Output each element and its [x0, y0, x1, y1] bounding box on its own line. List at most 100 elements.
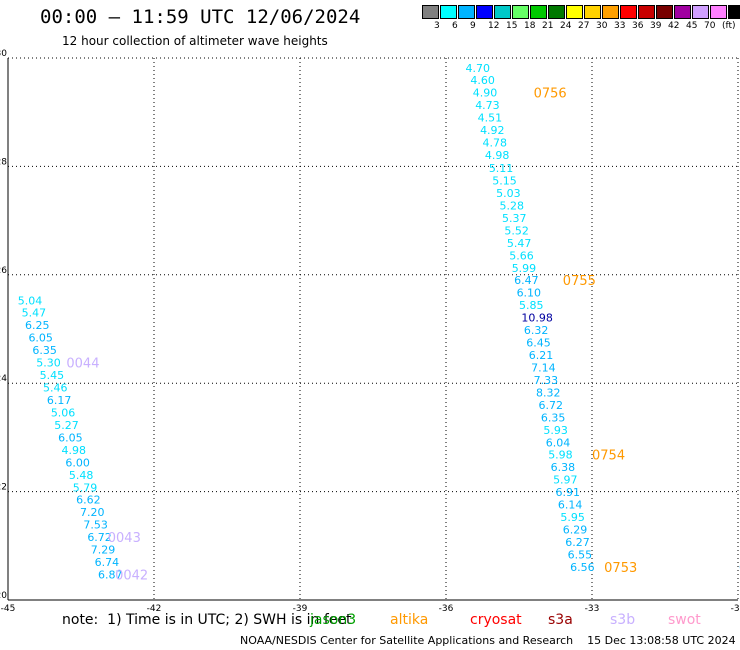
- swh-value-label: 5.48: [69, 469, 94, 482]
- time-tag-label: 0043: [108, 531, 141, 546]
- time-tag-label: 0756: [534, 87, 567, 102]
- legend-swatch: [620, 5, 637, 19]
- time-tag-label: 0044: [66, 357, 99, 372]
- swh-value-label: 5.47: [22, 307, 47, 320]
- swh-value-label: 5.97: [553, 474, 578, 487]
- x-tick-label: -39: [293, 604, 308, 614]
- swh-value-label: 4.98: [62, 444, 87, 457]
- legend-label: 9: [470, 21, 476, 31]
- legend-swatch: [548, 5, 565, 19]
- legend-swatch: [584, 5, 601, 19]
- swh-value-label: 7.29: [91, 544, 116, 557]
- swh-value-label: 5.93: [543, 424, 568, 437]
- time-tag-label: 0042: [115, 569, 148, 584]
- swh-value-label: 5.06: [51, 406, 76, 419]
- swh-value-label: 6.35: [541, 411, 566, 424]
- x-tick-label: -30: [731, 604, 740, 614]
- y-tick-label: 20: [0, 591, 7, 601]
- swh-value-label: 5.11: [489, 162, 514, 175]
- swh-value-label: 5.37: [502, 212, 527, 225]
- swh-value-label: 6.62: [76, 494, 101, 507]
- legend-label: 33: [614, 21, 626, 31]
- legend-swatch: [512, 5, 529, 19]
- swh-value-label: 5.66: [509, 249, 534, 262]
- swh-value-label: 6.72: [87, 531, 112, 544]
- legend-label: 6: [452, 21, 458, 31]
- swh-value-label: 8.32: [536, 386, 561, 399]
- swh-value-label: 5.85: [519, 299, 544, 312]
- swh-value-label: 6.29: [563, 524, 588, 537]
- legend-label: 42: [668, 21, 680, 31]
- swh-value-label: 5.95: [560, 511, 585, 524]
- satellite-s3a: s3a: [548, 612, 573, 628]
- legend-swatch: [602, 5, 619, 19]
- legend-swatch: [440, 5, 457, 19]
- satellite-jason3: jason3: [310, 612, 357, 628]
- swh-value-label: 6.21: [529, 349, 554, 362]
- legend-label: 27: [578, 21, 590, 31]
- legend-swatch: [476, 5, 493, 19]
- swh-value-label: 6.00: [65, 456, 90, 469]
- swh-value-label: 4.73: [475, 99, 500, 112]
- swh-value-label: 6: [739, 561, 740, 574]
- swh-value-label: 4.78: [483, 137, 508, 150]
- swh-value-label: 6.87: [98, 569, 123, 582]
- swh-value-label: 6.04: [546, 436, 571, 449]
- y-tick-label: 24: [0, 374, 7, 384]
- legend-swatch: [422, 5, 439, 19]
- swh-value-label: 6.14: [558, 499, 583, 512]
- credit-line: NOAA/NESDIS Center for Satellite Applica…: [240, 634, 736, 647]
- satellite-s3b: s3b: [610, 612, 636, 628]
- swh-value-label: 6.05: [58, 431, 82, 444]
- swh-value-label: 5.79: [73, 481, 98, 494]
- swh-value-label: 5.30: [36, 357, 61, 370]
- swh-value-label: 6.32: [524, 324, 549, 337]
- color-scale-labels: 3 6 9 12 15 18 21 24 27 30 33 36 39 42 45 70 (ft): [422, 21, 740, 33]
- legend-label: 12: [488, 21, 500, 31]
- swh-value-label: 4.70: [465, 62, 490, 75]
- legend-swatch: [458, 5, 475, 19]
- satellite-altika: altika: [390, 612, 429, 628]
- legend-label: 24: [560, 21, 572, 31]
- swh-value-label: 4.90: [473, 87, 498, 100]
- swh-value-label: 6.25: [25, 319, 50, 332]
- x-tick-label: -36: [439, 604, 454, 614]
- swh-value-label: 7.33: [534, 374, 559, 387]
- swh-value-label: 7.14: [531, 361, 556, 374]
- legend-label: 36: [632, 21, 644, 31]
- legend-swatch: [638, 5, 655, 19]
- legend-swatch: [530, 5, 547, 19]
- swh-value-label: 7.53: [83, 519, 108, 532]
- swh-value-label: 4.60: [470, 74, 495, 87]
- swh-value-label: 6.74: [95, 556, 120, 569]
- legend-label: 30: [596, 21, 608, 31]
- swh-value-label: 6.45: [526, 337, 551, 350]
- swh-value-label: 5.99: [512, 262, 537, 275]
- legend-label: 3: [434, 21, 440, 31]
- swh-value-label: 5.03: [496, 187, 521, 200]
- legend-swatch: [674, 5, 691, 19]
- swh-value-label: 6.10: [517, 287, 542, 300]
- swh-value-label: 5.27: [54, 419, 79, 432]
- swh-value-label: 6.05: [28, 332, 53, 345]
- color-scale-swatches: [422, 5, 740, 19]
- swh-value-label: 6.35: [32, 344, 57, 357]
- swh-value-label: 6.55: [568, 548, 593, 561]
- legend-label: 15: [506, 21, 518, 31]
- legend-label: 39: [650, 21, 662, 31]
- note-text: note: 1) Time is in UTC; 2) SWH is in fe…: [62, 612, 352, 628]
- satellite-cryosat: cryosat: [470, 612, 522, 628]
- swh-value-label: 5.15: [492, 174, 517, 187]
- chart-title: 00:00 – 11:59 UTC 12/06/2024: [40, 6, 361, 28]
- legend-label: 70: [704, 21, 716, 31]
- time-tag-label: 0755: [563, 274, 596, 289]
- legend-label: 45: [686, 21, 698, 31]
- swh-value-label: 6.17: [47, 394, 72, 407]
- swh-value-label: 7.20: [80, 506, 105, 519]
- y-tick-label: 30: [0, 49, 7, 59]
- y-tick-label: 26: [0, 266, 7, 276]
- x-tick-label: -42: [147, 604, 162, 614]
- swh-value-label: 5.52: [504, 224, 529, 237]
- legend-swatch: [494, 5, 511, 19]
- legend-swatch: [656, 5, 673, 19]
